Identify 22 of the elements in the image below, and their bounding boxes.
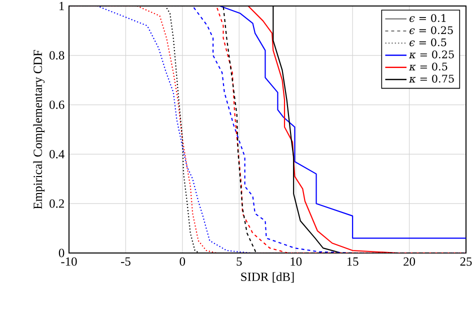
annotation: κ = 0.5 [409,62,448,70]
x-axis-title: SIDR [dB] [241,272,294,283]
y-tick-label: 0.8 [50,51,64,60]
y-tick-label: 0.2 [50,199,64,208]
x-tick-label: -10 [61,257,77,266]
x-tick-label: 10 [290,257,302,266]
y-tick-label: 0.4 [50,150,64,158]
y-tick-label: 1 [60,2,64,10]
y-tick-label: 0 [58,248,64,258]
annotation: κ = 0.75 [409,74,454,83]
annotation: ϵ = 0.1 [410,14,446,22]
x-tick-label: 25 [460,257,472,266]
annotation: ϵ = 0.25 [410,26,453,34]
x-tick-label: 0 [180,257,186,266]
y-axis-title: Empirical Complementary CDF [33,50,45,210]
x-tick-label: 20 [404,257,416,266]
annotation: κ = 0.25 [409,50,454,58]
x-tick-label: 5 [236,257,242,266]
y-tick-label: 0.6 [50,100,64,110]
x-tick-label: -5 [120,257,130,266]
annotation: ϵ = 0.5 [410,38,446,46]
x-tick-label: 15 [347,257,358,266]
